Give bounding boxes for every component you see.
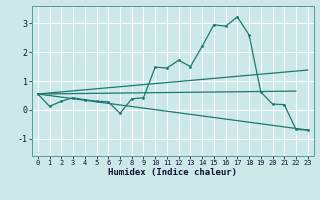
X-axis label: Humidex (Indice chaleur): Humidex (Indice chaleur) bbox=[108, 168, 237, 177]
